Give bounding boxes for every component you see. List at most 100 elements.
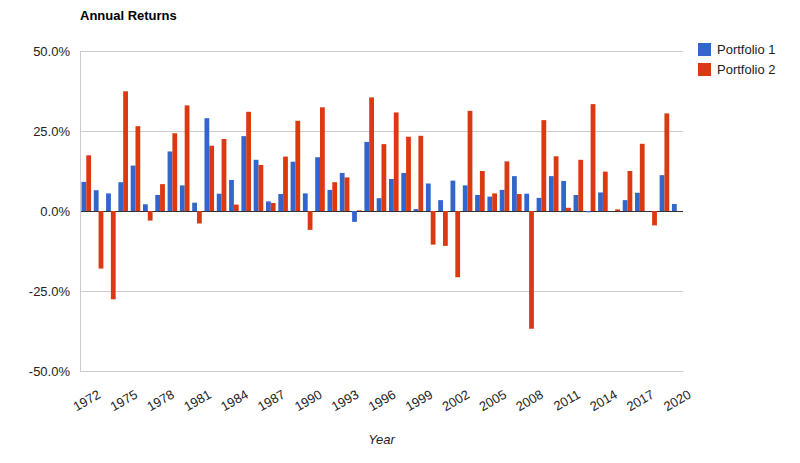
bar [332, 182, 337, 211]
bar [615, 209, 620, 211]
bar [480, 171, 485, 211]
legend-label: Portfolio 2 [717, 62, 776, 77]
bar [303, 193, 308, 211]
y-tick: 50.0% [33, 44, 80, 59]
x-tick: 1972 [71, 371, 104, 414]
bar [431, 211, 436, 245]
bar [426, 183, 431, 211]
bar [537, 198, 542, 211]
bar [229, 180, 234, 211]
bar [578, 160, 583, 211]
bar [389, 179, 394, 211]
bar [172, 133, 177, 211]
bar [291, 162, 296, 211]
y-axis-line [80, 52, 81, 372]
x-tick: 2017 [624, 371, 657, 414]
x-tick: 1996 [366, 371, 399, 414]
bar [118, 182, 123, 211]
grid [80, 51, 683, 371]
y-tick-label: 0.0% [40, 204, 70, 219]
bar [222, 139, 227, 211]
x-tick: 1993 [329, 371, 362, 414]
legend-item: Portfolio 1 [698, 42, 776, 57]
bar [180, 185, 185, 211]
bar [204, 118, 209, 211]
legend-item: Portfolio 2 [698, 62, 776, 77]
bar [369, 97, 374, 211]
bar [123, 91, 128, 211]
bar [401, 173, 406, 211]
bar [197, 211, 202, 223]
bar [185, 105, 190, 211]
bar [143, 204, 148, 211]
bar [160, 184, 165, 211]
bar [664, 113, 669, 211]
bar [610, 211, 615, 212]
bar [566, 208, 571, 211]
bar [86, 155, 91, 211]
bar [512, 176, 517, 211]
bar [406, 137, 411, 211]
legend-swatch [698, 43, 711, 56]
bar [148, 211, 153, 221]
y-axis: -50.0%-25.0%0.0%25.0%50.0% [29, 44, 81, 379]
bar [241, 136, 246, 211]
bar [246, 112, 251, 211]
bar [500, 190, 505, 211]
bar [468, 111, 473, 211]
x-tick-label: 2017 [624, 387, 657, 414]
plot-area: -50.0%-25.0%0.0%25.0%50.0%19721975197819… [29, 44, 694, 414]
x-tick: 2002 [440, 371, 473, 414]
grid-line [80, 371, 683, 372]
x-axis-title: Year [368, 432, 395, 447]
legend-label: Portfolio 1 [717, 42, 776, 57]
bar [635, 193, 640, 211]
bar [640, 144, 645, 211]
y-tick: 0.0% [40, 204, 80, 219]
y-tick-label: -25.0% [29, 284, 71, 299]
bar [672, 204, 677, 211]
x-axis: 1972197519781981198419871990199319961999… [71, 371, 694, 414]
x-tick-label: 1987 [255, 387, 288, 414]
bar [603, 172, 608, 211]
x-tick-label: 1975 [107, 387, 140, 414]
bar [451, 181, 456, 211]
x-tick-label: 2020 [661, 387, 694, 414]
bar [352, 211, 357, 222]
bar [586, 211, 591, 212]
bar [106, 193, 111, 211]
bar [295, 121, 300, 211]
y-tick-label: 50.0% [33, 44, 70, 59]
bar [554, 156, 559, 211]
bar [455, 211, 460, 277]
x-tick: 1990 [292, 371, 325, 414]
x-tick: 2014 [587, 371, 620, 414]
bar [377, 198, 382, 211]
x-tick-label: 1990 [292, 387, 325, 414]
x-tick-label: 1981 [181, 387, 214, 414]
bar [524, 194, 529, 211]
bar [111, 211, 116, 299]
x-tick: 2020 [661, 371, 694, 414]
x-tick-label: 1999 [403, 387, 436, 414]
x-tick-label: 2002 [440, 387, 473, 414]
bar [438, 200, 443, 211]
bar [209, 146, 214, 211]
x-tick: 1987 [255, 371, 288, 414]
bar [492, 193, 497, 211]
bar [364, 142, 369, 211]
bar [549, 176, 554, 211]
bar [320, 107, 325, 211]
y-tick: -50.0% [29, 364, 80, 379]
chart: Annual Returns-50.0%-25.0%0.0%25.0%50.0%… [0, 0, 800, 463]
bar [258, 165, 263, 211]
bar [168, 151, 173, 211]
bar [81, 182, 86, 211]
bar [327, 190, 332, 211]
bar [271, 203, 276, 211]
bar [598, 192, 603, 211]
bar [647, 211, 652, 212]
bar [418, 136, 423, 211]
bar [475, 195, 480, 211]
bar [591, 104, 596, 211]
